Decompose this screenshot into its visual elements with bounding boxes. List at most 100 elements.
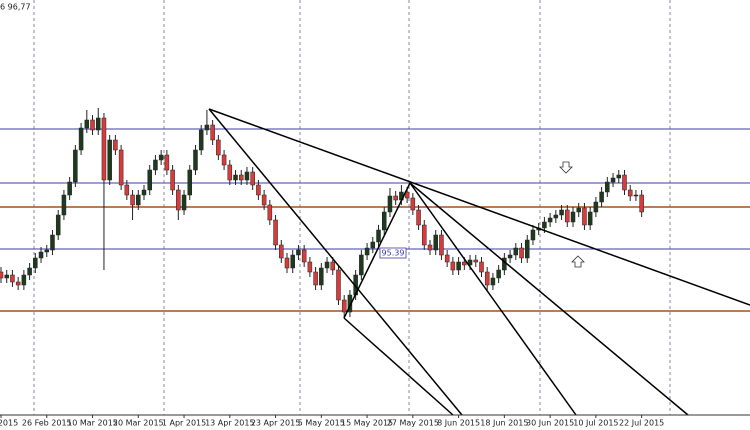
- candle-body: [376, 229, 381, 243]
- trend-lines: [208, 108, 750, 416]
- up-arrow: [571, 255, 585, 268]
- x-tick-label: 2015: [0, 419, 18, 428]
- candle-body: [553, 214, 559, 219]
- candle-body: [427, 244, 433, 251]
- candle-body: [15, 281, 21, 286]
- axis-band: [0, 415, 750, 430]
- candle-body: [90, 119, 95, 131]
- candle-body: [484, 271, 490, 286]
- candle-body: [187, 169, 193, 196]
- x-tick-label: 30 Jun 2015: [526, 419, 574, 428]
- candle-body: [616, 174, 622, 179]
- candle-body: [330, 261, 336, 271]
- candle-body: [416, 209, 421, 226]
- candle-body: [4, 274, 9, 279]
- candle-body: [359, 254, 364, 276]
- candle-body: [547, 217, 553, 223]
- candle-body: [496, 269, 501, 279]
- x-tick-label: 1 Apr 2015: [162, 419, 206, 428]
- candle-body: [44, 249, 50, 253]
- candle-body: [336, 269, 341, 301]
- candle-body: [0, 271, 4, 279]
- candle-body: [559, 209, 564, 216]
- candle-body: [256, 184, 261, 196]
- trend-line: [409, 182, 577, 416]
- candle-body: [639, 194, 644, 213]
- candle-body: [101, 117, 107, 181]
- candle-body: [422, 224, 427, 246]
- candle-body: [456, 261, 461, 271]
- candle-body: [296, 249, 301, 256]
- candle-body: [565, 209, 570, 223]
- x-tick-label: 10 Mar 2015: [67, 419, 118, 428]
- candle-body: [198, 129, 204, 151]
- candle-body: [307, 261, 313, 273]
- candle-body: [582, 207, 587, 226]
- candle-body: [10, 274, 15, 283]
- candle-body: [490, 277, 496, 286]
- trend-line: [343, 182, 411, 319]
- candle-body: [204, 124, 210, 131]
- candle-body: [610, 177, 616, 183]
- candle-body: [181, 194, 187, 211]
- candle-body: [27, 267, 32, 276]
- candle-body: [530, 229, 536, 241]
- candle-body: [221, 154, 227, 166]
- candle-body: [61, 194, 67, 216]
- candle-body: [78, 127, 84, 151]
- candle-body: [444, 254, 450, 263]
- candle-body: [599, 191, 604, 203]
- candle-body: [227, 164, 233, 181]
- candle-body: [507, 254, 513, 259]
- x-tick-label: 8 Jun 2015: [437, 419, 480, 428]
- trend-line: [208, 108, 750, 306]
- x-tick-label: 18 Jun 2015: [480, 419, 528, 428]
- price-label: 95.39: [382, 249, 405, 258]
- candle-body: [576, 207, 581, 213]
- candle-body: [38, 251, 44, 259]
- x-tick-label: 20 Mar 2015: [113, 419, 164, 428]
- candle-body: [193, 149, 198, 171]
- candle-body: [279, 244, 284, 259]
- candle-body: [319, 267, 324, 286]
- candle-body: [273, 219, 278, 246]
- candle-body: [50, 234, 55, 251]
- x-tick-label: 23 Apr 2015: [251, 419, 300, 428]
- candle-body: [84, 119, 90, 129]
- candle-body: [341, 299, 347, 313]
- candle-body: [261, 194, 267, 206]
- candle-body: [233, 174, 238, 181]
- candle-body: [290, 254, 295, 269]
- candle-body: [513, 247, 519, 256]
- candle-body: [141, 189, 147, 196]
- x-tick-label: 22 Jul 2015: [619, 419, 664, 428]
- x-tick-label: 10 Jul 2015: [573, 419, 618, 428]
- trend-line: [208, 108, 463, 416]
- candle-body: [450, 261, 456, 271]
- candle-body: [244, 171, 250, 181]
- candle-body: [387, 195, 393, 213]
- candles: [0, 108, 644, 317]
- candle-body: [95, 117, 101, 131]
- candle-body: [439, 234, 444, 256]
- candle-body: [633, 194, 639, 197]
- candle-body: [147, 169, 152, 191]
- candle-body: [473, 259, 479, 263]
- candle-body: [524, 239, 530, 259]
- candle-body: [404, 191, 410, 199]
- candle-body: [433, 234, 438, 251]
- candle-body: [216, 139, 221, 156]
- level-lines: [0, 128, 750, 312]
- candle-body: [153, 159, 158, 171]
- candle-body: [136, 194, 141, 206]
- info-text: 6 96,77: [0, 3, 31, 12]
- candle-body: [55, 214, 61, 236]
- candle-body: [113, 139, 118, 151]
- candle-body: [605, 181, 610, 193]
- candle-body: [158, 154, 164, 161]
- down-arrow: [559, 161, 573, 174]
- candle-body: [519, 247, 524, 259]
- candle-body: [370, 241, 376, 249]
